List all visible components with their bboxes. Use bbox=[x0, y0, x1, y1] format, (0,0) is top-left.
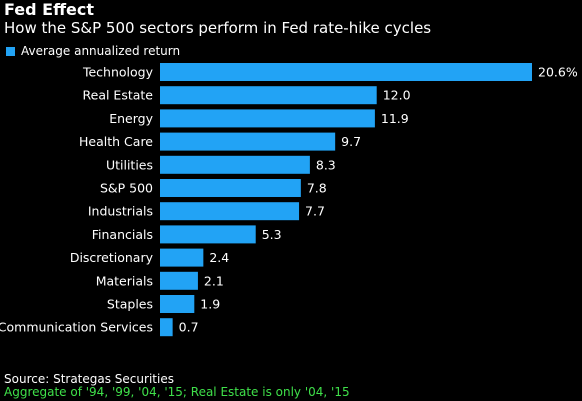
value-label: 11.9 bbox=[381, 111, 409, 126]
value-label: 7.8 bbox=[307, 181, 327, 196]
category-label: Communication Services bbox=[0, 320, 153, 335]
bar bbox=[160, 318, 173, 337]
bar bbox=[160, 109, 375, 128]
legend-swatch bbox=[6, 46, 15, 56]
category-label: Financials bbox=[92, 227, 153, 242]
category-label: Materials bbox=[96, 273, 153, 288]
value-label: 9.7 bbox=[341, 134, 361, 149]
category-label: Real Estate bbox=[83, 88, 154, 103]
category-label: S&P 500 bbox=[100, 181, 153, 196]
legend-label: Average annualized return bbox=[21, 44, 181, 58]
category-label: Health Care bbox=[79, 134, 153, 149]
bar bbox=[160, 248, 204, 267]
value-label: 2.4 bbox=[209, 250, 229, 265]
bar bbox=[160, 155, 310, 174]
value-label: 0.7 bbox=[179, 320, 199, 335]
value-label: 12.0 bbox=[383, 88, 411, 103]
bar bbox=[160, 63, 532, 81]
category-label: Industrials bbox=[88, 204, 153, 219]
category-label: Discretionary bbox=[70, 250, 154, 265]
value-label: 1.9 bbox=[200, 297, 220, 312]
bar bbox=[160, 271, 198, 290]
value-label: 2.1 bbox=[204, 273, 224, 288]
category-label: Energy bbox=[109, 111, 153, 126]
footnote-text: Aggregate of '94, '99, '04, '15; Real Es… bbox=[4, 385, 350, 399]
bar bbox=[160, 225, 256, 244]
category-label: Technology bbox=[82, 65, 154, 80]
value-label: 20.6% bbox=[538, 65, 578, 80]
chart-title: Fed Effect bbox=[4, 0, 95, 19]
source-text: Source: Strategas Securities bbox=[4, 372, 174, 386]
value-label: 7.7 bbox=[305, 204, 325, 219]
category-label: Staples bbox=[107, 297, 153, 312]
bar bbox=[160, 202, 300, 221]
value-label: 8.3 bbox=[316, 157, 336, 172]
bar bbox=[160, 132, 336, 151]
legend: Average annualized return bbox=[6, 43, 180, 59]
bar bbox=[160, 179, 301, 197]
value-label: 5.3 bbox=[262, 227, 282, 242]
category-label: Utilities bbox=[106, 157, 153, 172]
chart-subtitle: How the S&P 500 sectors perform in Fed r… bbox=[4, 19, 432, 37]
bar bbox=[160, 295, 195, 313]
bar bbox=[160, 86, 377, 105]
